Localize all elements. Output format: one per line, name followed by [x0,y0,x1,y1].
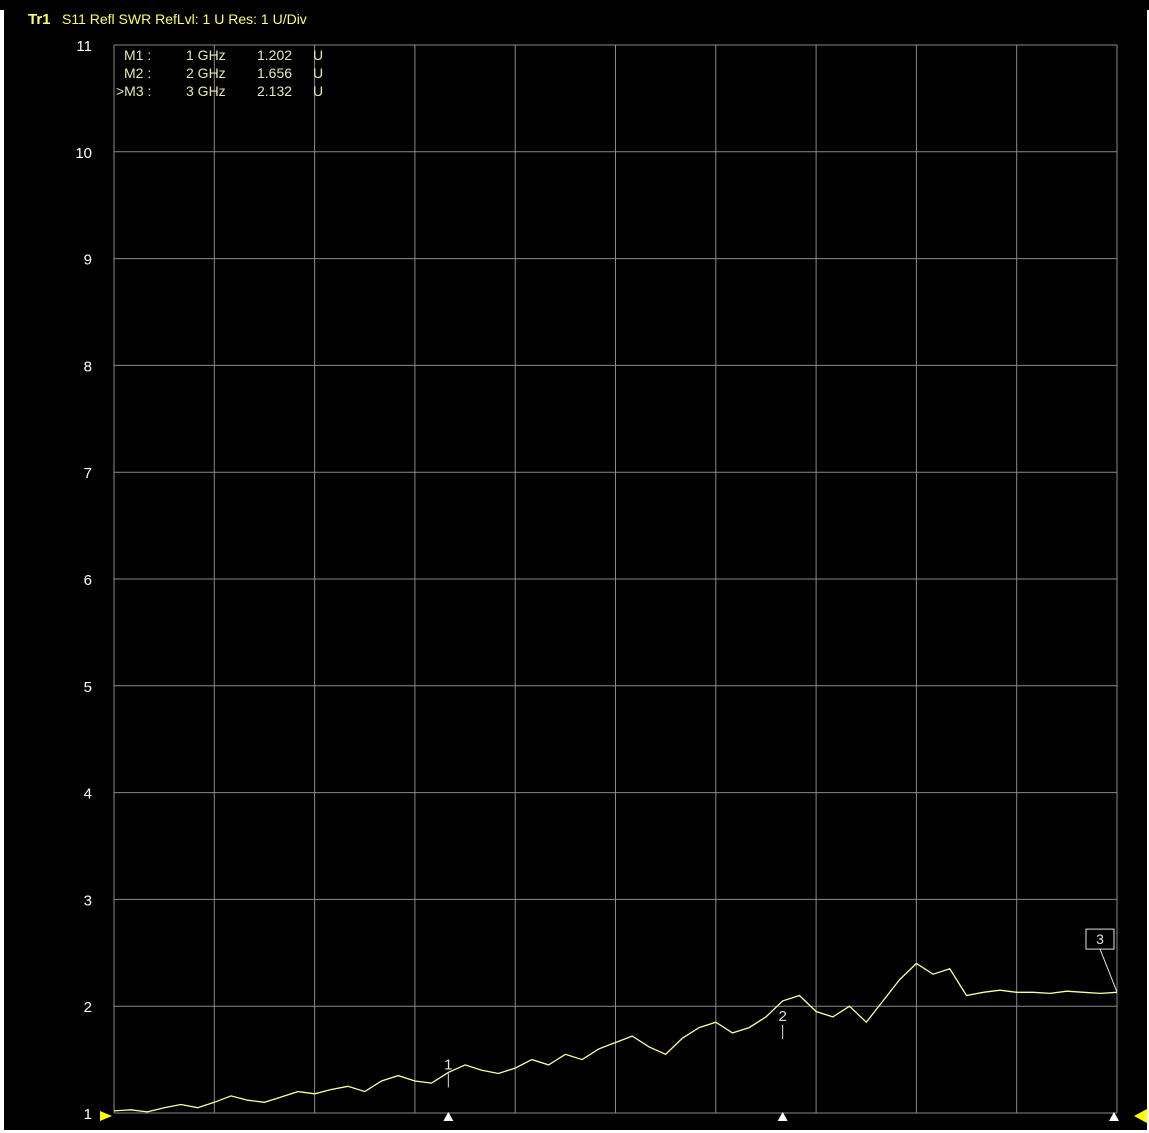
top-border [0,0,1149,10]
marker-table-freq: 2 GHz [186,65,226,81]
marker-number-label[interactable]: 1 [444,1056,452,1073]
y-tick-label: 3 [84,892,92,909]
trace-label[interactable]: Tr1 [28,11,51,28]
marker-arrow-icon[interactable] [1109,1112,1119,1121]
marker-table-value: 2.132 [257,83,292,99]
marker-table-unit: U [313,47,323,63]
marker-arrow-icon[interactable] [777,1112,788,1121]
y-tick-label: 11 [76,38,92,55]
marker-table-freq: 1 GHz [186,47,226,63]
y-axis-ticks: 1 2 3 4 5 6 7 8 9 10 11 [75,38,92,1123]
start-edge-marker-icon[interactable] [100,1111,112,1121]
marker-table-name: M2 : [124,65,151,81]
grid-lines [113,44,1118,1114]
y-tick-label: 10 [75,145,92,162]
active-marker-label: 3 [1096,931,1104,947]
y-tick-label: 2 [84,999,92,1016]
marker-table-unit: U [313,83,323,99]
active-marker-leader [1099,948,1118,993]
marker-number-label[interactable]: 2 [778,1008,786,1025]
plot-frame [4,10,1147,1130]
marker-table: M1 : 1 GHz 1.202 U M2 : 2 GHz 1.656 U >M… [116,47,323,99]
marker-labels: 1 2 3 [444,928,1118,1088]
y-tick-label: 4 [84,786,92,803]
marker-table-unit: U [313,65,323,81]
y-tick-label: 9 [84,252,92,269]
marker-table-name: M1 : [124,47,151,63]
y-tick-label: 6 [84,572,92,589]
y-tick-label: 8 [84,358,92,375]
marker-table-freq: 3 GHz [186,83,226,99]
marker-arrow-icon[interactable] [443,1112,454,1121]
marker-position-arrows [443,1112,1119,1121]
end-edge-marker-icon[interactable] [1134,1109,1147,1123]
trace-info: S11 Refl SWR RefLvl: 1 U Res: 1 U/Div [62,11,307,27]
y-tick-label: 5 [84,679,92,696]
marker-table-value: 1.656 [257,65,292,81]
marker-table-name: >M3 : [116,83,151,99]
y-tick-label: 1 [84,1106,92,1123]
marker-table-value: 1.202 [257,47,292,63]
swr-trace [113,962,1118,1113]
y-tick-label: 7 [84,465,92,482]
